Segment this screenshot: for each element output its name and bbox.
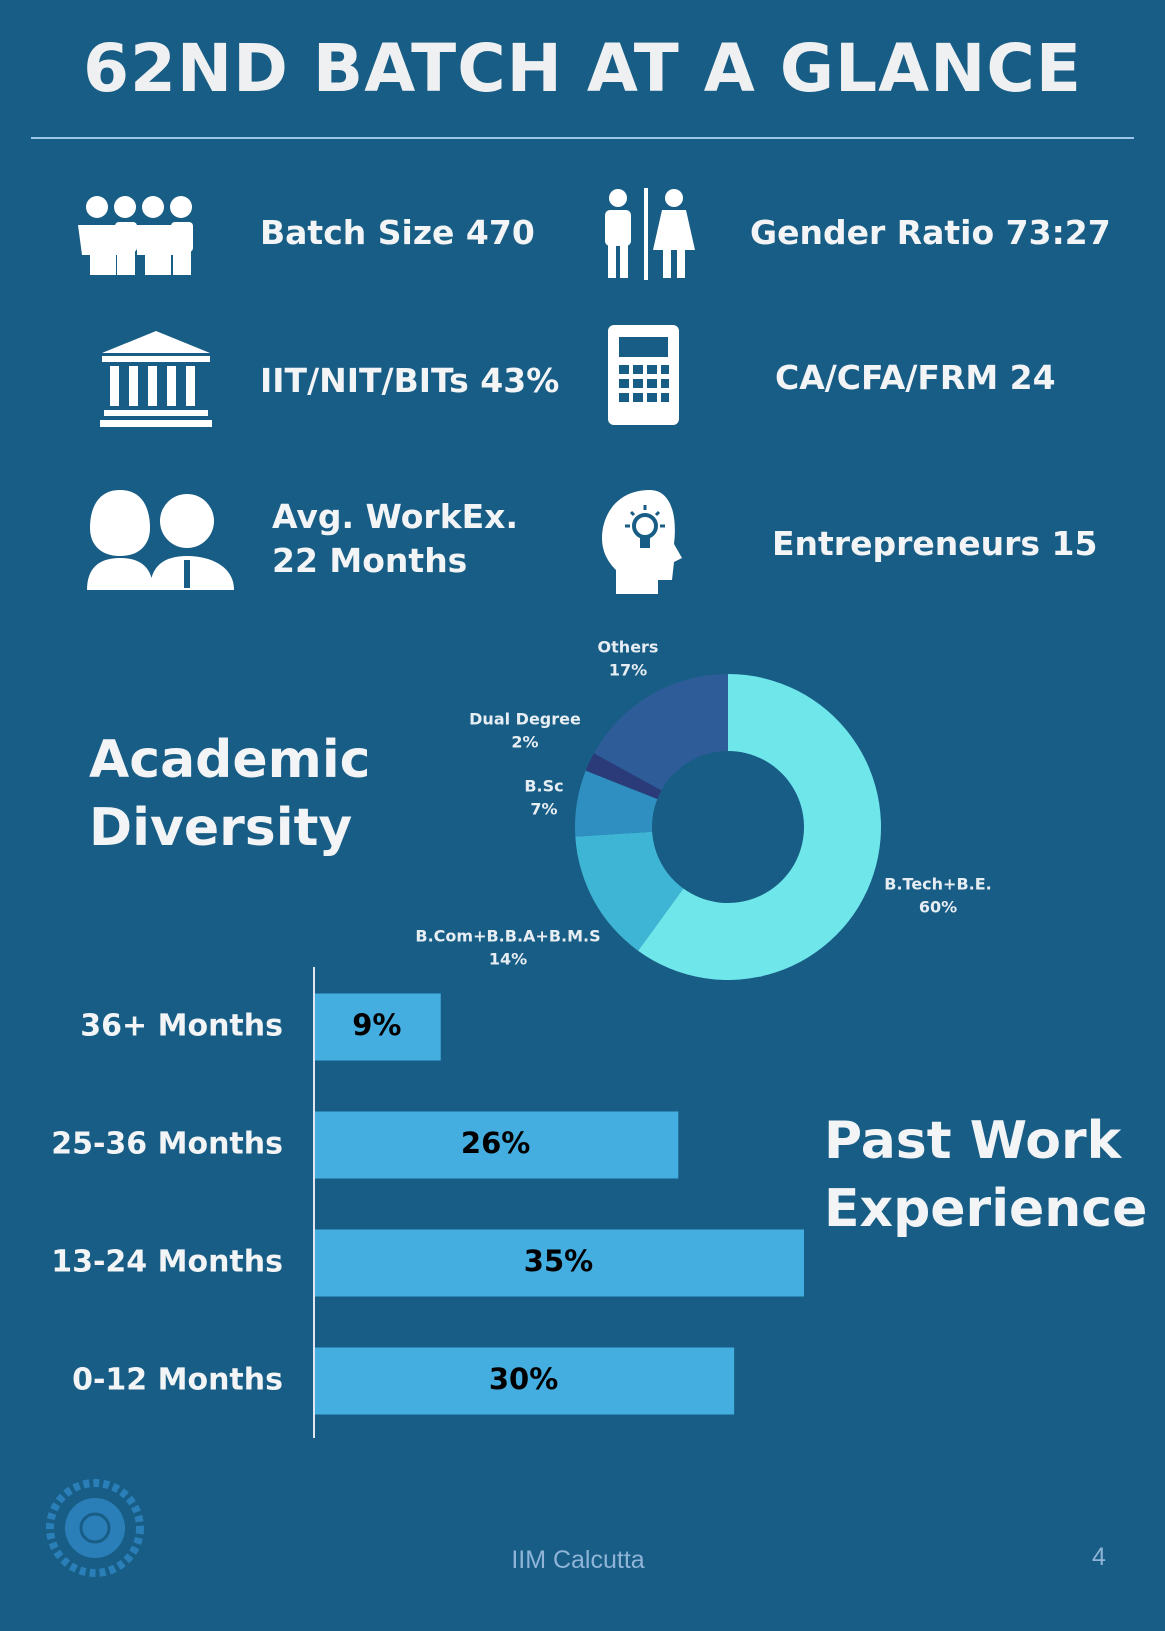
bar [315, 1347, 735, 1415]
donut-slice [575, 770, 658, 837]
icon-gender [605, 188, 695, 280]
slice-label: Others [598, 638, 659, 657]
chart-title: Academic Diversity [89, 730, 371, 858]
bar-value-label: 35% [524, 1244, 593, 1278]
stat-batch-size: Batch Size 470 [260, 213, 535, 252]
bar-value-label: 9% [352, 1008, 401, 1042]
slice-value-label: 60% [919, 898, 957, 917]
chart-title: Past Work Experience [824, 1111, 1148, 1239]
icon-calculator [608, 325, 679, 425]
page-title: 62ND BATCH AT A GLANCE [83, 30, 1082, 107]
logo [46, 1479, 144, 1577]
bar [315, 993, 441, 1061]
y-tick-label: 13-24 Months [51, 1245, 283, 1280]
stat-iit-nit-bits: IIT/NIT/BITs 43% [260, 361, 560, 400]
icon-professionals [87, 490, 234, 590]
bar [315, 1111, 679, 1179]
slice-value-label: 14% [489, 950, 527, 969]
donut-slice [575, 831, 684, 951]
title-rule [31, 137, 1134, 139]
icon-institute [100, 331, 212, 427]
slice-label: B.Com+B.B.A+B.M.S [415, 927, 600, 946]
bar [315, 1229, 804, 1297]
stat-ca-cfa-frm: CA/CFA/FRM 24 [775, 358, 1056, 397]
stat-line: 22 Months [272, 541, 468, 580]
bar-value-label: 30% [489, 1362, 558, 1396]
slice-value-label: 7% [530, 800, 557, 819]
stat-avg-workex: Avg. WorkEx. 22 Months [272, 495, 518, 583]
donut-slice [638, 674, 881, 980]
bar-value-label: 26% [461, 1126, 530, 1160]
donut-slice [593, 674, 728, 791]
y-tick-label: 36+ Months [80, 1009, 283, 1044]
page-number: 4 [1092, 1543, 1106, 1571]
stat-gender-ratio: Gender Ratio 73:27 [750, 213, 1111, 252]
y-tick-label: 25-36 Months [51, 1127, 283, 1162]
y-tick-label: 0-12 Months [72, 1363, 283, 1398]
icon-idea-head [602, 490, 682, 594]
slice-label: B.Tech+B.E. [884, 875, 991, 894]
slice-value-label: 17% [609, 661, 647, 680]
slice-label: Dual Degree [469, 710, 581, 729]
footer-text: IIM Calcutta [511, 1546, 645, 1574]
slice-value-label: 2% [511, 733, 538, 752]
stat-entrepreneurs: Entrepreneurs 15 [772, 524, 1098, 563]
icon-group-people [78, 196, 193, 275]
stat-line: Avg. WorkEx. [272, 497, 519, 536]
slice-label: B.Sc [524, 777, 563, 796]
donut-slice [585, 753, 662, 800]
